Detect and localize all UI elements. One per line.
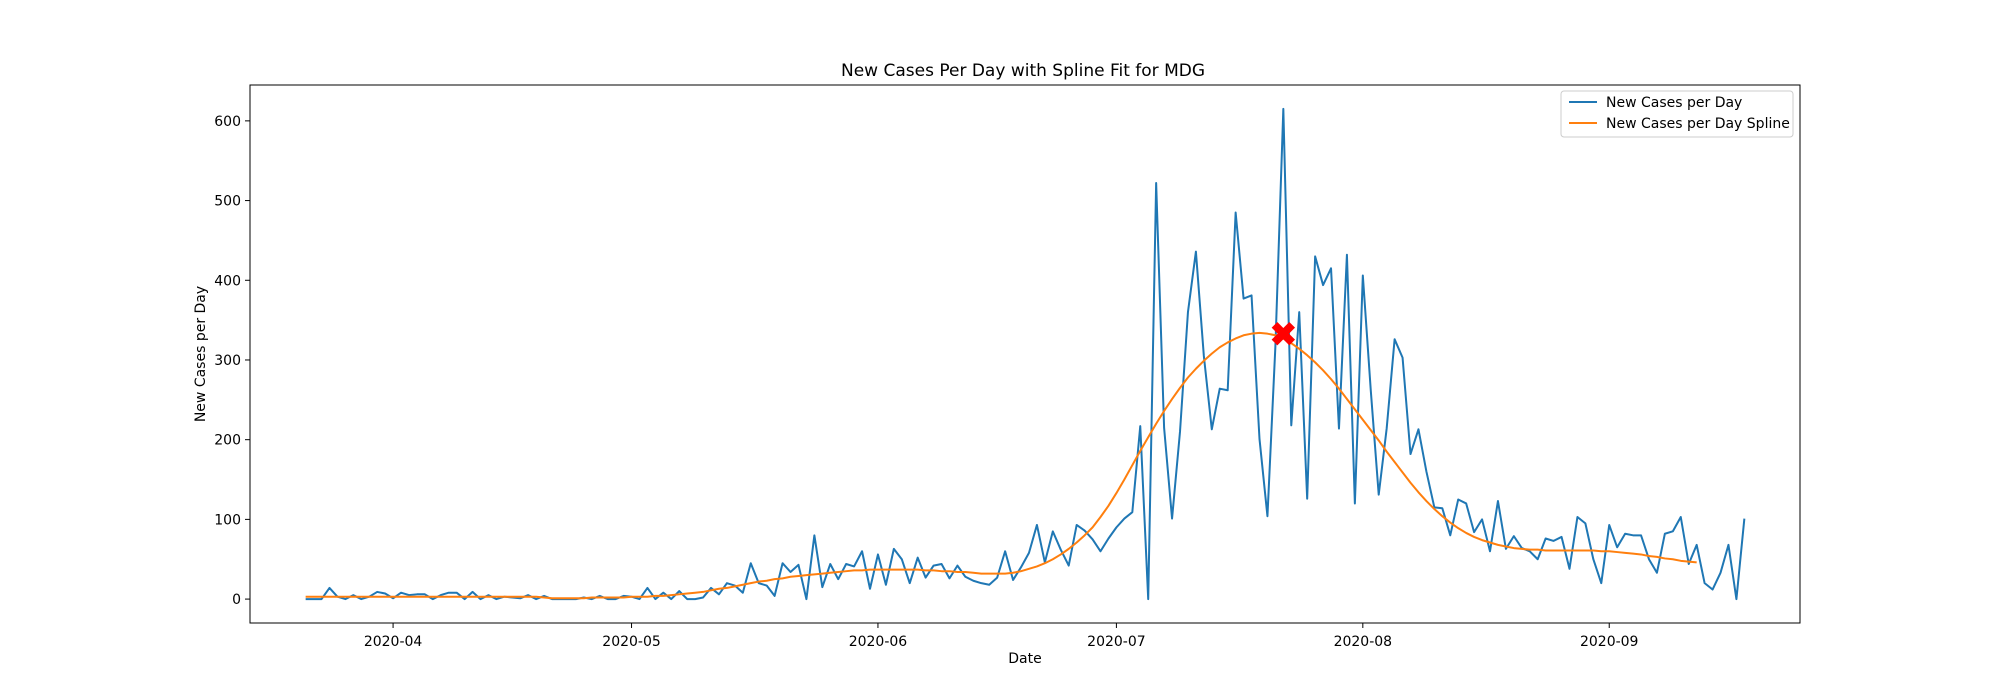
y-tick-label-0: 0: [232, 592, 241, 608]
x-tick-label-4: 2020-08: [1334, 634, 1393, 650]
plot-frame: [249, 84, 1801, 624]
legend-label-new-cases: New Cases per Day: [1606, 95, 1742, 111]
y-tick-label-6: 600: [214, 114, 241, 130]
x-tick-label-3: 2020-07: [1087, 634, 1146, 650]
y-tick-label-3: 300: [214, 353, 241, 369]
plot-area: [305, 107, 1746, 601]
series-line-1: [305, 331, 1697, 600]
chart-title: New Cases Per Day with Spline Fit for MD…: [841, 61, 1205, 81]
peak-marker: [1271, 321, 1296, 346]
x-tick-label-1: 2020-05: [602, 634, 661, 650]
y-axis: 0 100 200 300 400 500 600: [214, 114, 250, 608]
y-tick-label-1: 100: [214, 512, 241, 528]
y-tick-label-5: 500: [214, 194, 241, 210]
series-line-0: [305, 107, 1746, 601]
y-axis-label: New Cases per Day: [193, 286, 209, 422]
x-tick-label-5: 2020-09: [1580, 634, 1639, 650]
x-axis: 2020-04 2020-05 2020-06 2020-07 2020-08 2020-…: [364, 623, 1639, 650]
x-tick-label-2: 2020-06: [849, 634, 908, 650]
legend: New Cases per Day New Cases per Day Spli…: [1560, 90, 1794, 138]
legend-box: [1560, 90, 1794, 138]
x-tick-label-0: 2020-04: [364, 634, 423, 650]
legend-label-spline: New Cases per Day Spline: [1606, 116, 1790, 132]
x-axis-label: Date: [1008, 651, 1041, 667]
y-tick-label-2: 200: [214, 433, 241, 449]
y-tick-label-4: 400: [214, 273, 241, 289]
